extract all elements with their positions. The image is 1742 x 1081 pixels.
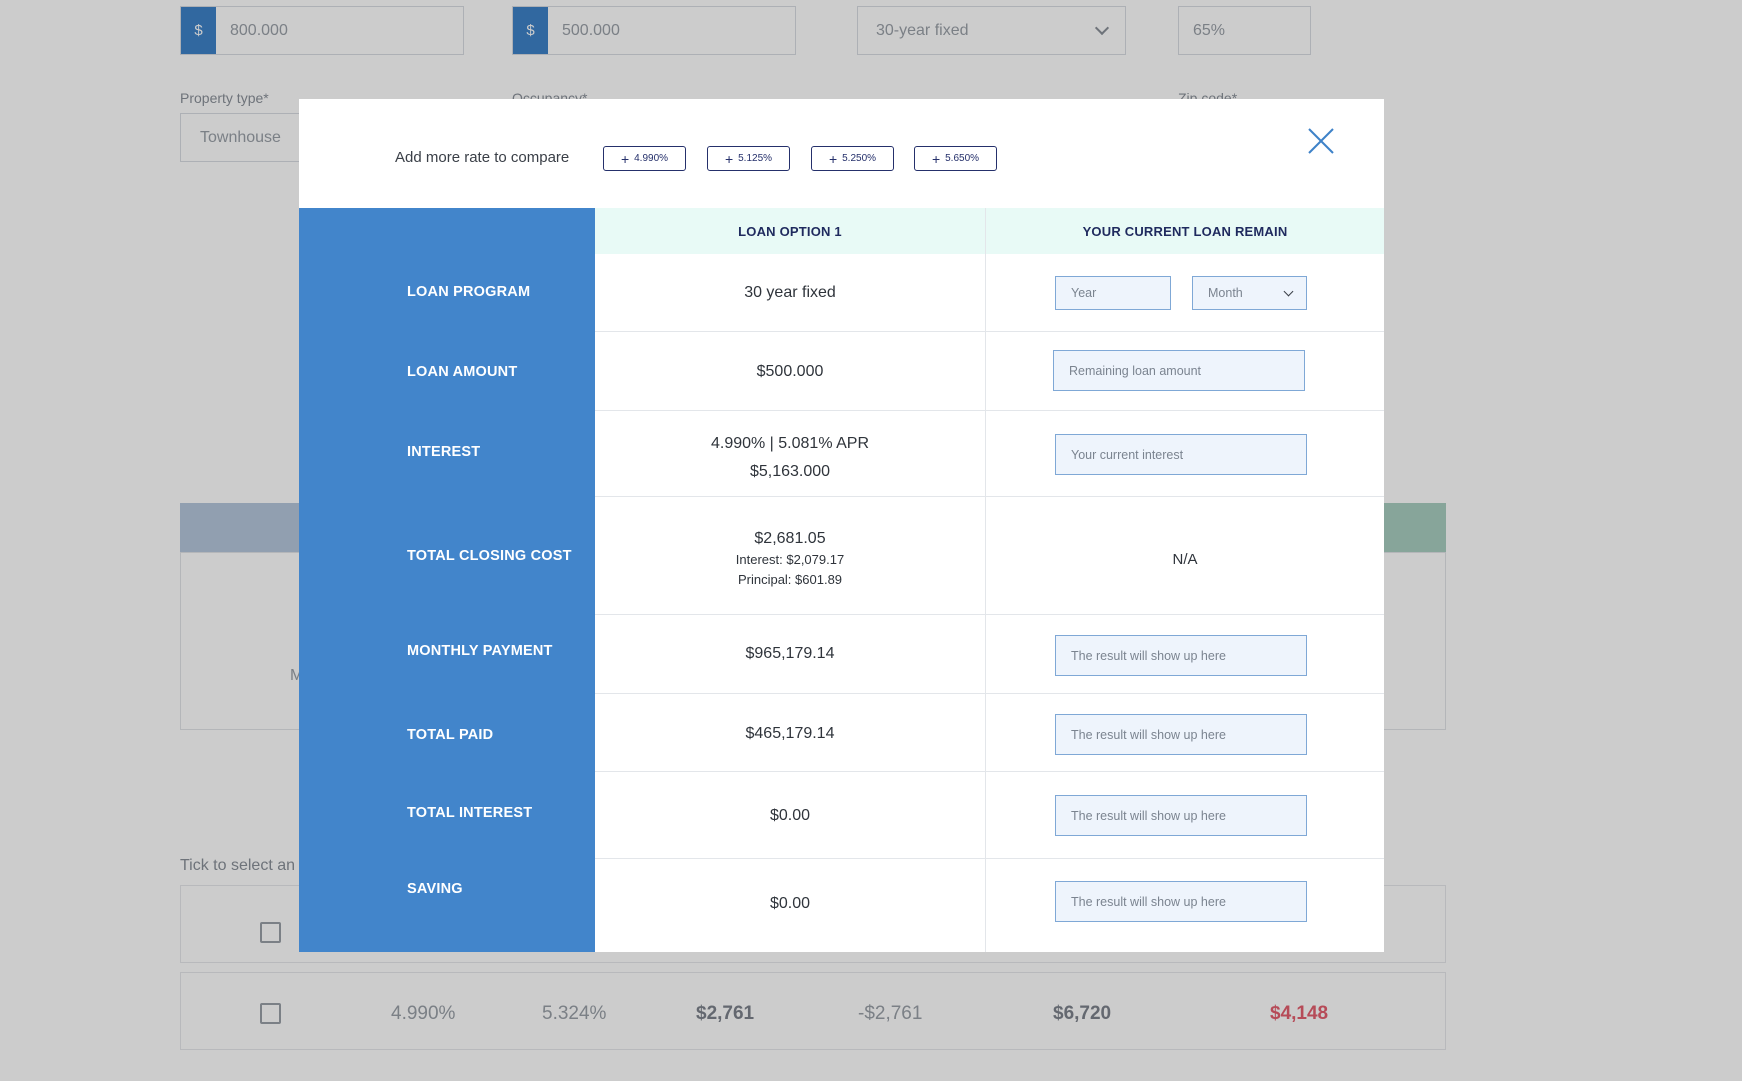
row-label-column: LOAN PROGRAM LOAN AMOUNT INTEREST TOTAL … — [299, 208, 595, 952]
saving-value: $0.00 — [769, 895, 811, 912]
row-checkbox[interactable] — [260, 922, 281, 943]
close-button[interactable] — [1307, 127, 1335, 155]
row-divider — [595, 410, 1384, 411]
loan-amount-value: 500.000 — [562, 21, 620, 39]
chip-label: 5.650% — [945, 153, 980, 164]
row-divider — [595, 858, 1384, 859]
month-select[interactable]: Month — [1192, 276, 1307, 310]
label-loan-program: LOAN PROGRAM — [407, 284, 531, 300]
header-loan-option-1: LOAN OPTION 1 — [595, 208, 985, 254]
plus-icon: + — [620, 150, 630, 167]
ltv-value: 65% — [1193, 21, 1226, 39]
purchase-price-input[interactable]: $ 800.000 — [180, 6, 464, 55]
add-rate-chip-4990[interactable]: +4.990% — [603, 146, 686, 171]
currency-prefix: $ — [181, 7, 216, 54]
label-total-interest: TOTAL INTEREST — [407, 805, 533, 821]
row-divider — [595, 771, 1384, 772]
add-rate-chip-5250[interactable]: +5.250% — [811, 146, 894, 171]
label-saving: SAVING — [407, 881, 463, 897]
row-divider — [595, 614, 1384, 615]
row-closing-cost: $2,761 — [696, 1003, 755, 1024]
plus-icon: + — [828, 150, 838, 167]
plus-icon: + — [931, 150, 941, 167]
loan-program-value: 30 year fixed — [744, 284, 836, 301]
total-interest-result[interactable]: The result will show up here — [1055, 795, 1307, 836]
total-paid-value: $465,179.14 — [745, 725, 835, 742]
row-difference: -$2,761 — [858, 1003, 923, 1024]
chevron-down-icon — [1283, 286, 1294, 296]
row-checkbox[interactable] — [260, 1003, 281, 1024]
chip-label: 5.125% — [738, 153, 773, 164]
saving-result[interactable]: The result will show up here — [1055, 881, 1307, 922]
closing-cost-interest: Interest: $2,079.17 — [735, 552, 845, 567]
row-saving: $4,148 — [1270, 1003, 1329, 1024]
purchase-price-value: 800.000 — [230, 21, 288, 39]
label-total-closing-cost: TOTAL CLOSING COST — [407, 548, 572, 564]
closing-cost-current: N/A — [1172, 551, 1198, 568]
label-monthly-payment: MONTHLY PAYMENT — [407, 643, 553, 659]
row-apr: 5.324% — [542, 1003, 607, 1024]
total-interest-value: $0.00 — [769, 807, 811, 824]
row-rate: 4.990% — [391, 1003, 456, 1024]
row-payment: $6,720 — [1053, 1003, 1112, 1024]
row-divider — [595, 331, 1384, 332]
loan-term-value: 30-year fixed — [876, 21, 969, 39]
loan-amount-value: $500.000 — [756, 363, 824, 380]
column-divider — [985, 208, 986, 952]
label-interest: INTEREST — [407, 444, 481, 460]
compare-modal: Add more rate to compare +4.990% +5.125%… — [299, 99, 1384, 952]
add-rate-chip-5125[interactable]: +5.125% — [707, 146, 790, 171]
plus-icon: + — [724, 150, 734, 167]
remaining-loan-amount-input[interactable]: Remaining loan amount — [1053, 350, 1305, 391]
loan-amount-input[interactable]: $ 500.000 — [512, 6, 796, 55]
compare-label: Add more rate to compare — [395, 149, 570, 166]
month-value: Month — [1208, 286, 1243, 300]
chip-label: 4.990% — [634, 153, 669, 164]
monthly-payment-result[interactable]: The result will show up here — [1055, 635, 1307, 676]
header-current-loan: YOUR CURRENT LOAN REMAIN — [986, 208, 1384, 254]
current-interest-input[interactable]: Your current interest — [1055, 434, 1307, 475]
property-type-value: Townhouse — [200, 128, 281, 146]
interest-amount: $5,163.000 — [749, 463, 831, 480]
ltv-input[interactable]: 65% — [1178, 6, 1311, 55]
currency-prefix: $ — [513, 7, 548, 54]
year-input[interactable]: Year — [1055, 276, 1171, 310]
tick-to-select-text: Tick to select an — [180, 857, 296, 874]
loan-term-select[interactable]: 30-year fixed — [857, 6, 1126, 55]
property-type-label: Property type* — [180, 90, 269, 106]
close-icon — [1308, 128, 1334, 154]
interest-rate-apr: 4.990% | 5.081% APR — [710, 435, 870, 452]
chip-label: 5.250% — [842, 153, 877, 164]
label-total-paid: TOTAL PAID — [407, 727, 494, 743]
monthly-payment-value: $965,179.14 — [745, 645, 835, 662]
row-divider — [595, 693, 1384, 694]
table-row — [180, 972, 1446, 1050]
row-divider — [595, 496, 1384, 497]
total-paid-result[interactable]: The result will show up here — [1055, 714, 1307, 755]
add-rate-chip-5650[interactable]: +5.650% — [914, 146, 997, 171]
label-loan-amount: LOAN AMOUNT — [407, 364, 518, 380]
closing-cost-principal: Principal: $601.89 — [737, 572, 843, 587]
closing-cost-value: $2,681.05 — [754, 530, 826, 547]
